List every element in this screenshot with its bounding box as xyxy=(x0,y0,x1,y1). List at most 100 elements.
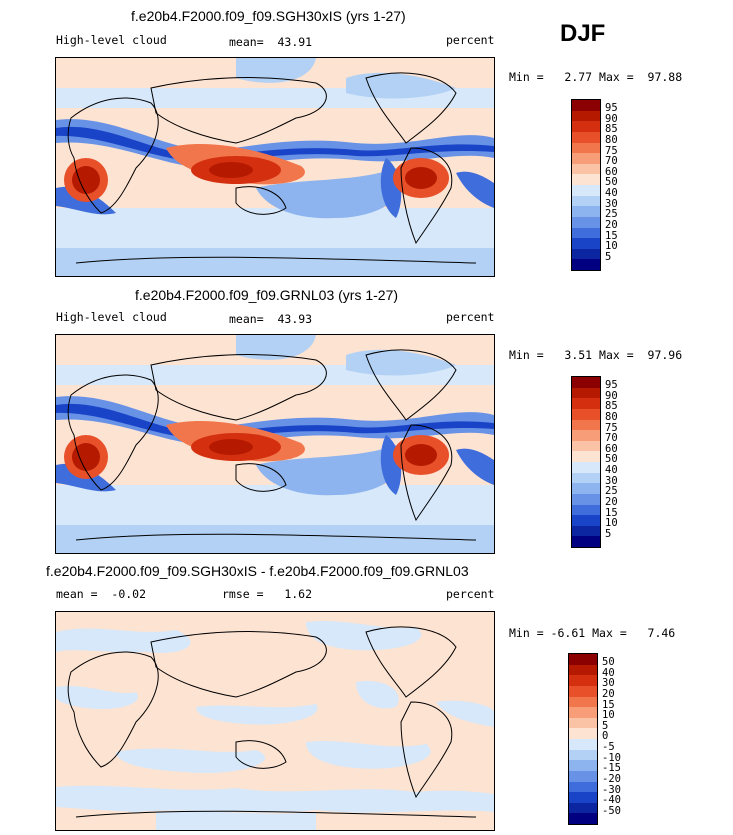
colorbar-label: 30 xyxy=(602,677,615,689)
panel3-contour-field xyxy=(56,612,494,830)
colorbar-swatch xyxy=(569,696,597,708)
panel1-title: f.e20b4.F2000.f09_f09.SGH30xIS (yrs 1-27… xyxy=(131,8,406,24)
colorbar-swatch xyxy=(572,536,600,548)
colorbar-label: -10 xyxy=(602,752,621,764)
panel3-mean: mean = -0.02 xyxy=(56,587,147,601)
colorbar-label: -40 xyxy=(602,794,621,806)
colorbar-label: 25 xyxy=(605,485,618,497)
colorbar-swatch xyxy=(572,493,600,505)
colorbar-swatch xyxy=(569,781,597,793)
colorbar-swatch xyxy=(572,142,600,154)
colorbar-swatch xyxy=(572,387,600,399)
panel1-contour-field xyxy=(56,58,494,276)
colorbar-swatch xyxy=(572,153,600,165)
colorbar-swatch xyxy=(572,110,600,122)
panel2-field-label: High-level cloud xyxy=(56,310,167,324)
colorbar-label: 40 xyxy=(605,464,618,476)
panel2-contour-field xyxy=(56,335,494,553)
colorbar-label: 80 xyxy=(605,134,618,146)
colorbar-label: 10 xyxy=(602,709,615,721)
colorbar-label: 0 xyxy=(602,730,609,742)
colorbar-swatch xyxy=(569,654,597,665)
panel1-field-label: High-level cloud xyxy=(56,33,167,47)
colorbar-label: 90 xyxy=(605,390,618,402)
colorbar-swatch xyxy=(569,739,597,750)
colorbar-swatch xyxy=(572,163,600,175)
colorbar-label: 10 xyxy=(605,240,618,252)
colorbar-swatch xyxy=(572,483,600,495)
panel3-min-max: Min = -6.61 Max = 7.46 xyxy=(509,626,676,640)
colorbar-swatch xyxy=(569,802,597,814)
colorbar-label: 95 xyxy=(605,102,618,114)
colorbar-label: 75 xyxy=(605,422,618,434)
panel2-colorbar xyxy=(571,376,601,548)
colorbar-label: 50 xyxy=(602,656,615,668)
panel1-mean: mean= 43.91 xyxy=(229,35,313,49)
colorbar-label: 40 xyxy=(605,187,618,199)
panel2-mean: mean= 43.93 xyxy=(229,312,313,326)
colorbar-label: 70 xyxy=(605,432,618,444)
colorbar-swatch xyxy=(569,685,597,697)
colorbar-swatch xyxy=(572,398,600,410)
colorbar-swatch xyxy=(572,451,600,463)
colorbar-swatch xyxy=(572,504,600,516)
colorbar-label: 20 xyxy=(605,496,618,508)
panel2-units: percent xyxy=(446,310,495,324)
colorbar-swatch xyxy=(572,206,600,218)
colorbar-label: 90 xyxy=(605,113,618,125)
panel3-rmse: rmse = 1.62 xyxy=(222,587,313,601)
colorbar-label: 80 xyxy=(605,411,618,423)
colorbar-label: 60 xyxy=(605,443,618,455)
colorbar-label: 5 xyxy=(605,528,612,540)
colorbar-swatch xyxy=(572,419,600,431)
colorbar-swatch xyxy=(569,749,597,761)
colorbar-label: 85 xyxy=(605,123,618,135)
colorbar-swatch xyxy=(572,195,600,207)
colorbar-swatch xyxy=(569,728,597,740)
panel2-min-max: Min = 3.51 Max = 97.96 xyxy=(509,348,683,362)
colorbar-swatch xyxy=(569,760,597,772)
colorbar-label: 30 xyxy=(605,198,618,210)
colorbar-label: 10 xyxy=(605,517,618,529)
colorbar-label: 75 xyxy=(605,145,618,157)
colorbar-swatch xyxy=(572,174,600,186)
colorbar-swatch xyxy=(572,525,600,537)
colorbar-swatch xyxy=(572,131,600,143)
colorbar-label: 85 xyxy=(605,400,618,412)
panel3-colorbar-labels: 50 40 30 20 15 10 5 0 -5 -10 -15 -20 -30… xyxy=(568,653,648,823)
panel3-units: percent xyxy=(446,587,495,601)
colorbar-label: -20 xyxy=(602,773,621,785)
colorbar-swatch xyxy=(569,717,597,729)
colorbar-swatch xyxy=(569,792,597,804)
colorbar-swatch xyxy=(572,472,600,484)
panel3-colorbar xyxy=(568,653,598,825)
panel2-title: f.e20b4.F2000.f09_f09.GRNL03 (yrs 1-27) xyxy=(135,287,399,303)
colorbar-label: 25 xyxy=(605,208,618,220)
colorbar-swatch xyxy=(569,770,597,782)
colorbar-label: 20 xyxy=(605,219,618,231)
colorbar-swatch xyxy=(572,408,600,420)
colorbar-swatch xyxy=(572,100,600,111)
panel1-min-max: Min = 2.77 Max = 97.88 xyxy=(509,70,683,84)
panel1-units: percent xyxy=(446,33,495,47)
colorbar-swatch xyxy=(572,462,600,473)
colorbar-label: 5 xyxy=(605,251,612,263)
colorbar-swatch xyxy=(572,227,600,239)
colorbar-label: 15 xyxy=(605,230,618,242)
colorbar-label: 5 xyxy=(602,720,609,732)
colorbar-label: 95 xyxy=(605,379,618,391)
colorbar-swatch xyxy=(572,430,600,442)
panel3-title: f.e20b4.F2000.f09_f09.SGH30xIS - f.e20b4… xyxy=(46,563,469,579)
panel1-colorbar xyxy=(571,99,601,271)
colorbar-label: -30 xyxy=(602,784,621,796)
colorbar-swatch xyxy=(572,515,600,527)
colorbar-swatch xyxy=(569,813,597,825)
colorbar-label: 20 xyxy=(602,688,615,700)
colorbar-label: 15 xyxy=(602,699,615,711)
colorbar-swatch xyxy=(572,121,600,133)
panel3-map xyxy=(55,611,495,831)
colorbar-label: 60 xyxy=(605,166,618,178)
colorbar-label: -50 xyxy=(602,805,621,817)
colorbar-label: 70 xyxy=(605,155,618,167)
colorbar-swatch xyxy=(572,216,600,228)
